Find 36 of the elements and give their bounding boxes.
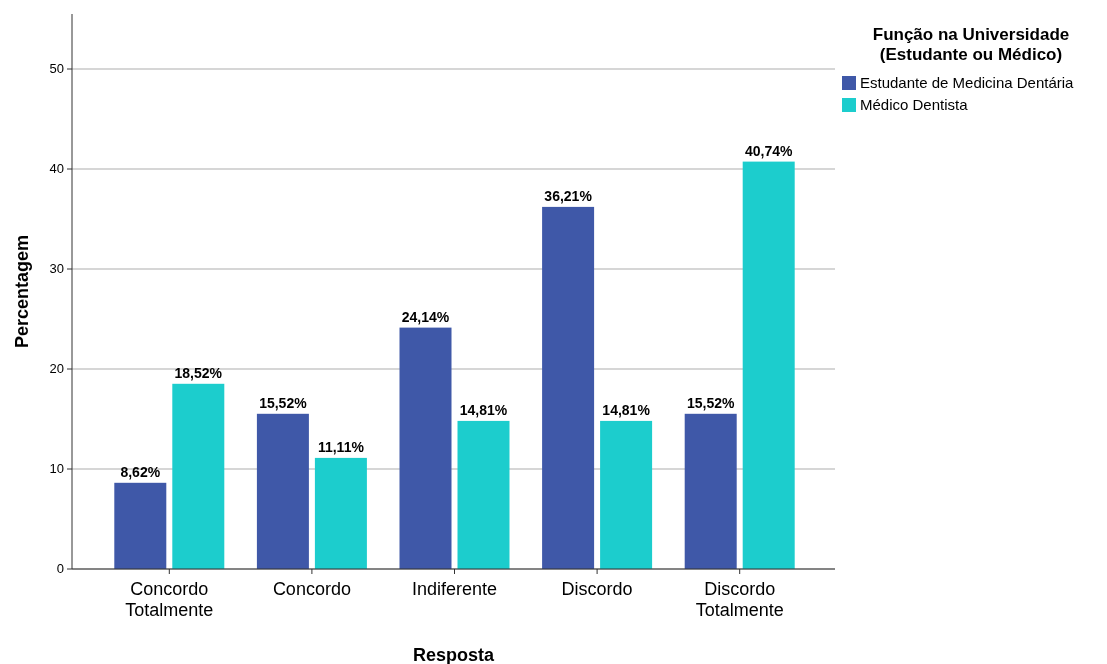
x-tick-label: Discordo bbox=[561, 579, 633, 599]
legend-label: Médico Dentista bbox=[860, 96, 969, 113]
x-axis-title: Resposta bbox=[412, 645, 495, 664]
y-axis-title: Percentagem bbox=[12, 234, 32, 349]
y-tick-label: 40 bbox=[49, 161, 64, 176]
bar bbox=[399, 327, 452, 569]
x-tick-label: Concordo Totalmente bbox=[125, 579, 214, 620]
x-tick-label: Discordo Totalmente bbox=[695, 579, 784, 620]
legend-title: Função na Universidade (Estudante ou Médico) bbox=[872, 25, 1070, 64]
data-label: 14,81% bbox=[602, 401, 651, 418]
bar bbox=[600, 420, 653, 569]
data-label: 40,74% bbox=[744, 142, 793, 159]
x-tick-label: Indiferente bbox=[411, 579, 498, 599]
y-tick-label: 50 bbox=[49, 61, 64, 76]
bar bbox=[542, 206, 595, 569]
data-label: 11,11% bbox=[317, 438, 365, 455]
x-tick-label: Concordo bbox=[272, 579, 351, 599]
y-tick-label: 0 bbox=[56, 561, 64, 576]
bar bbox=[684, 413, 737, 569]
y-tick-label: 20 bbox=[49, 361, 64, 376]
bar bbox=[742, 161, 795, 569]
bar bbox=[457, 420, 510, 569]
bar bbox=[172, 383, 225, 569]
data-label: 18,52% bbox=[174, 364, 223, 381]
data-label: 8,62% bbox=[120, 463, 161, 480]
legend-label: Estudante de Medicina Dentária bbox=[860, 74, 1075, 91]
bar bbox=[314, 457, 367, 569]
y-tick-label: 10 bbox=[49, 461, 64, 476]
data-label: 36,21% bbox=[544, 187, 593, 204]
bar bbox=[256, 413, 309, 569]
y-tick-label: 30 bbox=[49, 261, 64, 276]
data-label: 15,52% bbox=[686, 394, 735, 411]
data-label: 24,14% bbox=[401, 308, 450, 325]
bar bbox=[114, 482, 167, 569]
data-label: 14,81% bbox=[459, 401, 508, 418]
data-label: 15,52% bbox=[259, 394, 308, 411]
